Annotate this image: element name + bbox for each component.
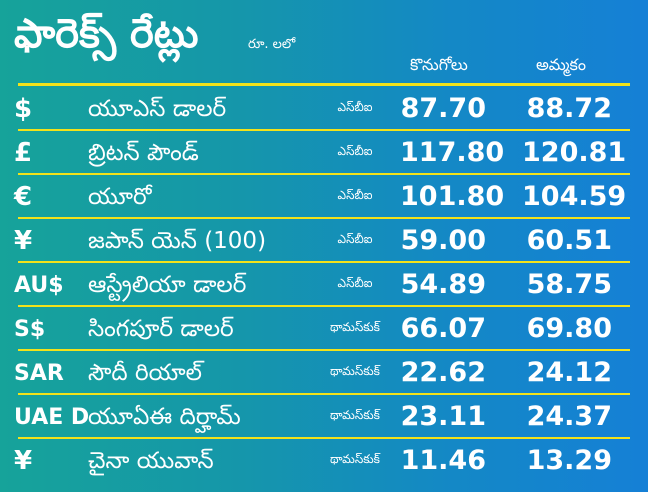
buy-rate: 23.11 bbox=[400, 401, 486, 432]
currency-unit-note: రూ. లలో bbox=[248, 37, 296, 52]
rate-source: థామస్‌కుక్ bbox=[330, 320, 380, 334]
currency-name: బ్రిటన్ పౌండ్ bbox=[88, 140, 199, 166]
rate-source: ఎస్‌బీఐ bbox=[337, 276, 373, 290]
sell-rate: 24.37 bbox=[526, 401, 612, 432]
rate-row-aed: UAE D యూఏఈ దిర్హామ్ థామస్‌కుక్ 23.11 24.… bbox=[0, 396, 648, 440]
row-divider bbox=[18, 217, 630, 219]
buy-rate: 59.00 bbox=[400, 225, 486, 256]
rate-row-cny: ¥ చైనా యువాన్ థామస్‌కుక్ 11.46 13.29 bbox=[0, 440, 648, 484]
currency-name: చైనా యువాన్ bbox=[88, 448, 214, 474]
sell-rate: 60.51 bbox=[526, 225, 612, 256]
rate-row-aud: AU$ ఆస్ట్రేలియా డాలర్ ఎస్‌బీఐ 54.89 58.7… bbox=[0, 264, 648, 308]
currency-symbol: S$ bbox=[14, 317, 46, 342]
sell-column-header: అమ్మకం bbox=[536, 55, 586, 74]
header-divider bbox=[18, 83, 630, 86]
sell-rate: 69.80 bbox=[526, 313, 612, 344]
rate-source: థామస్‌కుక్ bbox=[330, 364, 380, 378]
rate-row-jpy: ¥ జపాన్ యెన్ (100) ఎస్‌బీఐ 59.00 60.51 bbox=[0, 220, 648, 264]
currency-symbol: € bbox=[14, 182, 33, 212]
currency-symbol: UAE D bbox=[14, 405, 90, 430]
currency-symbol: SAR bbox=[14, 361, 64, 386]
rate-source: థామస్‌కుక్ bbox=[330, 452, 380, 466]
rate-source: ఎస్‌బీఐ bbox=[337, 144, 373, 158]
currency-name: యూరో bbox=[88, 184, 152, 210]
row-divider bbox=[18, 349, 630, 351]
row-divider bbox=[18, 129, 630, 131]
currency-symbol: ¥ bbox=[14, 446, 33, 476]
row-divider bbox=[18, 437, 630, 439]
currency-name: యూఎస్ డాలర్ bbox=[88, 96, 227, 122]
buy-rate: 117.80 bbox=[400, 137, 505, 168]
currency-symbol: ¥ bbox=[14, 226, 33, 256]
row-divider bbox=[18, 393, 630, 395]
buy-rate: 22.62 bbox=[400, 357, 486, 388]
rate-row-usd: $ యూఎస్ డాలర్ ఎస్‌బీఐ 87.70 88.72 bbox=[0, 88, 648, 132]
currency-symbol: AU$ bbox=[14, 273, 64, 298]
currency-name: సింగపూర్ డాలర్ bbox=[88, 316, 234, 342]
currency-name: ఆస్ట్రేలియా డాలర్ bbox=[88, 272, 247, 298]
row-divider bbox=[18, 173, 630, 175]
currency-symbol: $ bbox=[14, 94, 33, 124]
buy-rate: 66.07 bbox=[400, 313, 486, 344]
currency-symbol: £ bbox=[14, 138, 33, 168]
currency-name: జపాన్ యెన్ (100) bbox=[88, 228, 267, 254]
sell-rate: 58.75 bbox=[526, 269, 612, 300]
rate-source: ఎస్‌బీఐ bbox=[337, 100, 373, 114]
sell-rate: 24.12 bbox=[526, 357, 612, 388]
rate-row-sar: SAR సౌదీ రియాల్ థామస్‌కుక్ 22.62 24.12 bbox=[0, 352, 648, 396]
buy-rate: 54.89 bbox=[400, 269, 486, 300]
rate-source: ఎస్‌బీఐ bbox=[337, 188, 373, 202]
buy-rate: 101.80 bbox=[400, 181, 505, 212]
board-title: ఫారెక్స్ రేట్లు bbox=[14, 11, 199, 57]
rate-source: థామస్‌కుక్ bbox=[330, 408, 380, 422]
currency-name: సౌదీ రియాల్ bbox=[88, 360, 202, 386]
rate-source: ఎస్‌బీఐ bbox=[337, 232, 373, 246]
sell-rate: 13.29 bbox=[526, 445, 612, 476]
row-divider bbox=[18, 305, 630, 307]
rate-row-eur: € యూరో ఎస్‌బీఐ 101.80 104.59 bbox=[0, 176, 648, 220]
rate-row-sgd: S$ సింగపూర్ డాలర్ థామస్‌కుక్ 66.07 69.80 bbox=[0, 308, 648, 352]
sell-rate: 104.59 bbox=[522, 181, 627, 212]
rate-row-gbp: £ బ్రిటన్ పౌండ్ ఎస్‌బీఐ 117.80 120.81 bbox=[0, 132, 648, 176]
row-divider bbox=[18, 261, 630, 263]
sell-rate: 120.81 bbox=[522, 137, 627, 168]
buy-rate: 87.70 bbox=[400, 93, 486, 124]
currency-name: యూఏఈ దిర్హామ్ bbox=[88, 404, 241, 430]
buy-rate: 11.46 bbox=[400, 445, 486, 476]
sell-rate: 88.72 bbox=[526, 93, 612, 124]
buy-column-header: కొనుగోలు bbox=[410, 55, 468, 74]
